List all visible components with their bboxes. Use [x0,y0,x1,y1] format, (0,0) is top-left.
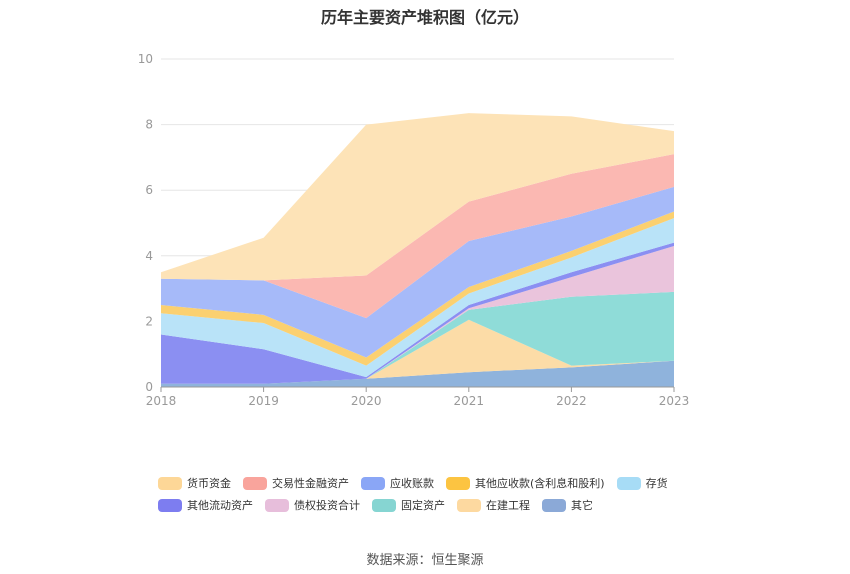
legend-swatch [158,498,182,512]
legend-item[interactable]: 债权投资合计 [265,497,360,513]
legend-swatch [457,498,481,512]
legend-item[interactable]: 交易性金融资产 [243,475,349,491]
legend-swatch [265,498,289,512]
area-series-1 [161,319,674,384]
legend-swatch [372,498,396,512]
x-tick-label: 2021 [454,394,485,408]
legend-label: 债权投资合计 [294,499,360,512]
area-series-0 [161,360,674,387]
chart-title: 历年主要资产堆积图（亿元） [320,8,529,27]
legend-label: 其他应收款(含利息和股利) [475,477,605,490]
axes: 0 2 4 6 8 10 2018 2019 2020 2021 2022 2023 [138,52,690,408]
legend-label: 货币资金 [187,477,231,490]
legend-item[interactable]: 货币资金 [158,475,231,491]
y-tick-label: 6 [145,183,153,197]
x-tick-label: 2019 [248,394,279,408]
legend-swatch [542,498,566,512]
y-tick-label: 2 [145,314,153,328]
legend-label: 其他流动资产 [187,499,253,512]
legend-item[interactable]: 其他流动资产 [158,497,253,513]
x-tick-label: 2020 [351,394,382,408]
legend-swatch [158,476,182,490]
legend-label: 其它 [571,499,593,512]
area-series-8 [161,154,674,319]
area-series-9 [161,113,674,281]
legend-swatch [446,476,470,490]
legend-swatch [243,476,267,490]
area-series-2 [161,291,674,384]
y-tick-label: 8 [145,118,153,132]
legend-item[interactable]: 其他应收款(含利息和股利) [446,475,605,491]
legend-label: 固定资产 [401,499,445,512]
legend-swatch [616,476,641,490]
legend-item[interactable]: 存货 [616,475,668,491]
legend-label: 存货 [645,477,668,490]
y-tick-label: 10 [138,52,153,66]
legend-swatch [361,476,385,490]
y-tick-label: 0 [145,380,153,394]
area-series-5 [161,218,674,378]
area-series-6 [161,211,674,366]
legend-item[interactable]: 应收账款 [361,475,434,491]
x-tick-label: 2023 [659,394,690,408]
legend-item[interactable]: 在建工程 [457,497,530,513]
area-series-7 [161,186,674,358]
legend-row: 货币资金 交易性金融资产 应收账款 其他应收款(含利息和股利) 存货 [158,472,718,494]
area-series-4 [161,242,674,384]
area-series [161,113,674,387]
x-tick-label: 2018 [146,394,177,408]
legend-item[interactable]: 其它 [542,497,593,513]
legend-row: 其他流动资产 债权投资合计 固定资产 在建工程 其它 [158,494,718,516]
legend: 货币资金 交易性金融资产 应收账款 其他应收款(含利息和股利) 存货其他流动资产 债权投资… [158,472,718,516]
legend-label: 应收账款 [390,477,434,490]
x-tick-label: 2022 [556,394,587,408]
data-source-note: 数据来源：恒生聚源 [366,553,484,568]
legend-label: 在建工程 [486,499,530,512]
legend-label: 交易性金融资产 [272,477,349,490]
legend-item[interactable]: 固定资产 [372,497,445,513]
y-tick-label: 4 [145,249,153,263]
